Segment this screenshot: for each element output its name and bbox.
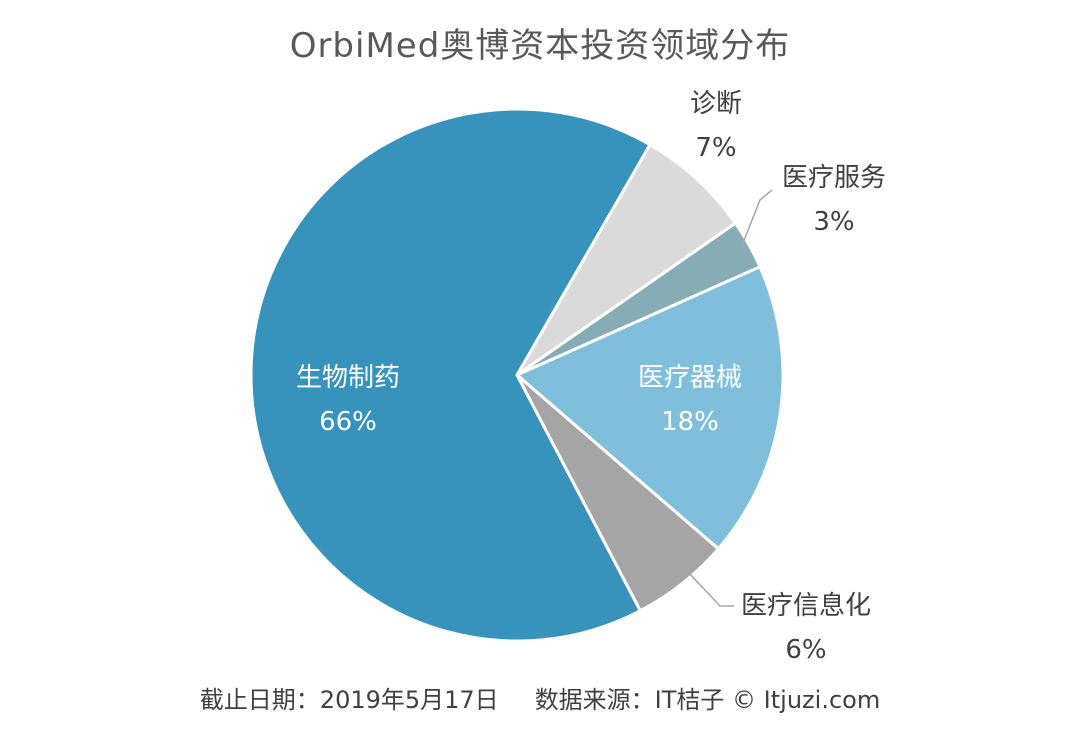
slice-label: 医疗信息化 (741, 591, 871, 621)
slice-value-label: 6% (785, 635, 826, 665)
footer-source: 数据来源：IT桔子 © Itjuzi.com (534, 686, 881, 714)
slice-value-label: 66% (319, 407, 377, 437)
leader-line (687, 571, 734, 607)
slice-value-label: 18% (661, 407, 719, 437)
slice-label: 诊断 (690, 89, 742, 119)
slice-value-label: 3% (813, 207, 854, 237)
slice-label: 生物制药 (296, 363, 400, 393)
slice-label: 医疗服务 (782, 163, 886, 193)
chart-title: OrbiMed奥博资本投资领域分布 (289, 26, 791, 66)
chart-footer: 截止日期：2019年5月17日 数据来源：IT桔子 © Itjuzi.com (0, 680, 1080, 715)
slice-label: 医疗器械 (638, 363, 742, 393)
pie-slice (249, 107, 652, 643)
pie-slice (515, 143, 737, 377)
pie-slice (515, 265, 785, 551)
leader-line (740, 189, 773, 249)
footer-date: 截止日期：2019年5月17日 (199, 686, 499, 714)
slice-value-label: 7% (695, 133, 736, 163)
